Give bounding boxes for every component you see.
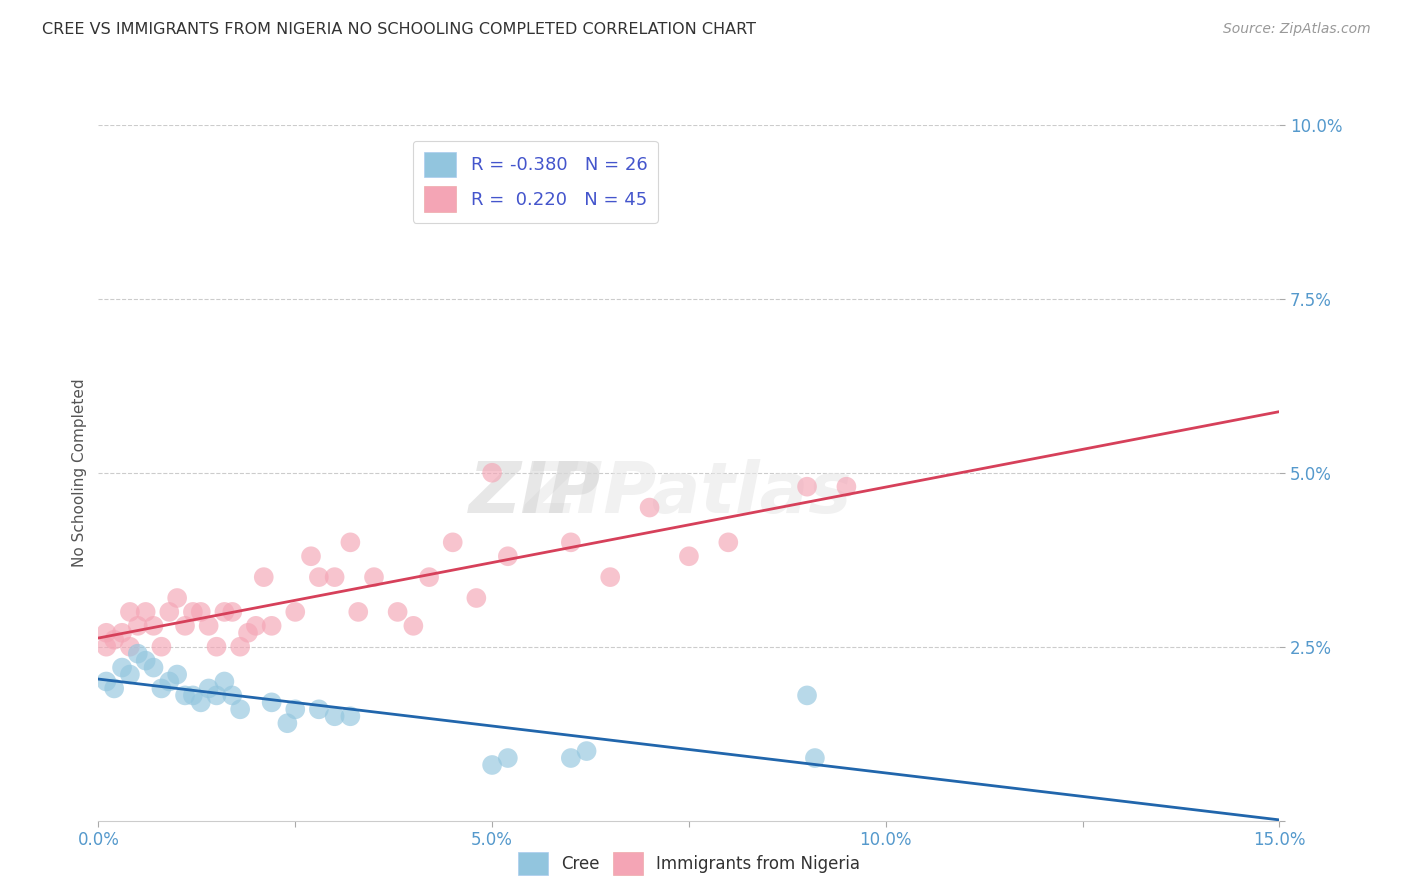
Point (96, 640, 118, 654)
Point (638, 500, 661, 515)
Point (402, 619, 425, 633)
Point (339, 709, 361, 723)
Point (245, 619, 267, 633)
Point (804, 751, 827, 765)
Point (157, 605, 180, 619)
Point (465, 591, 488, 605)
Point (229, 702, 252, 716)
Point (181, 689, 204, 703)
Point (260, 695, 283, 709)
Point (135, 605, 157, 619)
Point (308, 702, 330, 716)
Point (221, 605, 243, 619)
Point (678, 549, 700, 564)
Point (135, 654, 157, 668)
Point (796, 689, 818, 703)
Point (260, 619, 283, 633)
Point (717, 535, 740, 549)
Point (181, 605, 204, 619)
Point (103, 632, 125, 647)
Point (560, 751, 582, 765)
Point (441, 535, 464, 549)
Point (339, 535, 361, 549)
Point (418, 570, 440, 584)
Point (299, 549, 322, 564)
Point (221, 689, 243, 703)
Point (197, 619, 219, 633)
Point (284, 702, 307, 716)
Point (96, 625, 118, 640)
Point (166, 591, 188, 605)
Point (276, 716, 298, 731)
Point (363, 570, 385, 584)
Point (157, 674, 180, 689)
Point (481, 758, 503, 772)
Legend: Cree, Immigrants from Nigeria: Cree, Immigrants from Nigeria (510, 845, 868, 882)
Text: ZIPatlas: ZIPatlas (526, 459, 852, 528)
Point (496, 751, 519, 765)
Point (496, 549, 519, 564)
Point (111, 660, 134, 674)
Point (387, 605, 409, 619)
Point (214, 674, 236, 689)
Text: Source: ZipAtlas.com: Source: ZipAtlas.com (1223, 22, 1371, 37)
Point (205, 640, 228, 654)
Point (214, 605, 236, 619)
Point (796, 480, 818, 494)
Point (118, 640, 141, 654)
Point (323, 570, 346, 584)
Point (284, 605, 307, 619)
Point (308, 570, 330, 584)
Point (229, 640, 252, 654)
Point (253, 570, 276, 584)
Point (481, 466, 503, 480)
Point (142, 619, 165, 633)
Y-axis label: No Schooling Completed: No Schooling Completed (72, 378, 87, 567)
Point (118, 605, 141, 619)
Point (599, 570, 621, 584)
Point (150, 681, 173, 696)
Text: ZIP: ZIP (470, 459, 602, 528)
Point (560, 535, 582, 549)
Point (166, 667, 188, 681)
Point (575, 744, 598, 758)
Point (236, 625, 259, 640)
Point (835, 480, 858, 494)
Point (127, 647, 149, 661)
Text: CREE VS IMMIGRANTS FROM NIGERIA NO SCHOOLING COMPLETED CORRELATION CHART: CREE VS IMMIGRANTS FROM NIGERIA NO SCHOO… (42, 22, 756, 37)
Point (323, 709, 346, 723)
Point (174, 689, 197, 703)
Point (190, 605, 212, 619)
Point (174, 619, 197, 633)
Point (96, 674, 118, 689)
Point (205, 689, 228, 703)
Point (190, 695, 212, 709)
Point (127, 619, 149, 633)
Point (118, 667, 141, 681)
Point (347, 605, 370, 619)
Point (142, 660, 165, 674)
Point (150, 640, 173, 654)
Point (111, 625, 134, 640)
Point (103, 681, 125, 696)
Point (197, 681, 219, 696)
